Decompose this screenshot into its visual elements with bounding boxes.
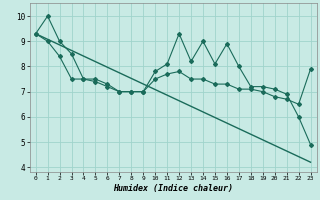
X-axis label: Humidex (Indice chaleur): Humidex (Indice chaleur) [113, 184, 233, 193]
